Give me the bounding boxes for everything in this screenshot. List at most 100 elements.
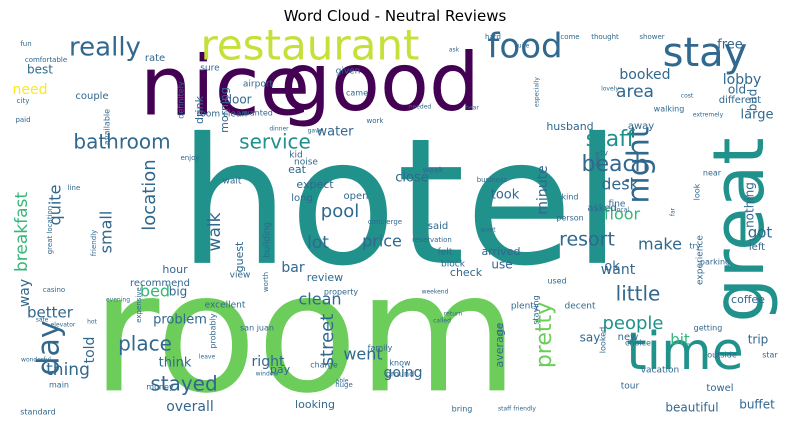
word-long: long [291, 193, 313, 204]
word-window: window [256, 371, 279, 378]
word-bit: bit [670, 331, 690, 349]
word-free: free [717, 38, 743, 53]
word-standard: standard [20, 408, 55, 417]
word-walk: walk [205, 212, 225, 251]
word-airport: airport [243, 80, 274, 90]
word-average: average [493, 322, 506, 367]
word-minute: minute [535, 165, 551, 214]
word-resort: resort [559, 229, 615, 251]
word-hotel: hotel [179, 102, 622, 305]
word-looking: looking [295, 398, 335, 411]
word-probably: probably [209, 313, 218, 348]
plot-area [12, 32, 778, 420]
word-water: water [316, 125, 354, 140]
word-getting: getting [694, 324, 723, 333]
word-told: told [82, 337, 98, 364]
word-better: better [27, 304, 74, 322]
word-day: day [32, 320, 67, 375]
word-took: took [491, 188, 520, 203]
word-kid: kid [289, 151, 302, 161]
word-nothing: nothing [743, 182, 757, 228]
chart-title: Word Cloud - Neutral Reviews [283, 7, 507, 25]
word-plus: plus [497, 324, 504, 336]
word-review: review [307, 271, 343, 284]
word-safe: safe [36, 317, 49, 324]
word-far: far [670, 207, 677, 216]
word-arrived: arrived [482, 245, 521, 258]
word-try: try [689, 242, 700, 251]
word-great-location: great location [46, 206, 54, 255]
word-lot: lot [307, 233, 329, 253]
word-called: called [433, 318, 451, 325]
word-check: check [450, 266, 483, 279]
word-breakfast: breakfast [12, 192, 32, 272]
word-staying: staying [532, 295, 541, 324]
word-shower: shower [639, 33, 664, 41]
word-building: building [263, 222, 273, 258]
word-small: small [97, 211, 116, 254]
word-wanted: wanted [243, 109, 273, 118]
word-left: left [749, 242, 765, 253]
word-extremely: extremely [693, 112, 724, 119]
word-stayed: stayed [150, 372, 217, 396]
word-came: came [346, 89, 368, 98]
word-make: make [638, 235, 682, 254]
word-ask: ask [449, 47, 460, 54]
word-reservation: reservation [412, 236, 452, 244]
word-come: come [560, 33, 579, 41]
word-problem: problem [153, 313, 207, 328]
word-use: use [491, 258, 512, 272]
word-place: place [118, 332, 172, 356]
word-beautiful: beautiful [665, 401, 718, 415]
word-lovely: lovely [601, 86, 619, 93]
word-week: week [422, 166, 443, 175]
word-evening: evening [106, 297, 130, 304]
word-main: main [49, 381, 69, 390]
word-lobby: lobby [723, 72, 762, 88]
word-tv: tv [600, 149, 608, 158]
word-wait: wait [223, 177, 242, 187]
word-away: away [628, 121, 654, 132]
word-hour: hour [162, 263, 188, 276]
word-bar: bar [281, 260, 304, 276]
word-view: view [230, 271, 251, 281]
word-pool: pool [321, 201, 359, 222]
word-hard: hard [485, 33, 501, 41]
word-new: new [618, 332, 639, 343]
word-got: got [748, 224, 773, 242]
word-block: block [441, 260, 466, 270]
word-gave: gave [308, 128, 323, 135]
word-definitely: definitely [177, 81, 186, 119]
word-wonderful: wonderful [21, 357, 51, 364]
word-ground: ground [386, 370, 414, 379]
word-food: food [487, 27, 562, 67]
word-desk: desk [601, 175, 639, 194]
word-nice: nice [140, 39, 310, 134]
word-parking: parking [700, 258, 730, 267]
word-expensive: expensive [135, 287, 143, 323]
word-stay: stay [663, 30, 748, 76]
word-money: money [146, 383, 174, 392]
word-star: star [762, 351, 778, 360]
word-comfortable: comfortable [25, 56, 67, 64]
word-charge: charge [310, 361, 338, 370]
word-asked: asked [587, 203, 616, 214]
word-need: need [13, 82, 48, 98]
word-dinner: dinner [269, 126, 289, 133]
word-close: close [395, 171, 428, 186]
word-worth: worth [262, 272, 270, 292]
word-way: way [17, 279, 33, 307]
word-look: look [693, 183, 702, 200]
word-suite: suite [515, 43, 530, 50]
word-think: think [159, 356, 192, 371]
word-beach: beach [581, 152, 648, 177]
word-friendly: friendly [90, 230, 98, 257]
word-best: best [27, 63, 53, 77]
word-leave: leave [199, 354, 216, 361]
word-city: city [17, 97, 30, 105]
word-service: service [239, 130, 311, 154]
word-door: door [224, 93, 251, 107]
word-different: different [719, 95, 762, 106]
